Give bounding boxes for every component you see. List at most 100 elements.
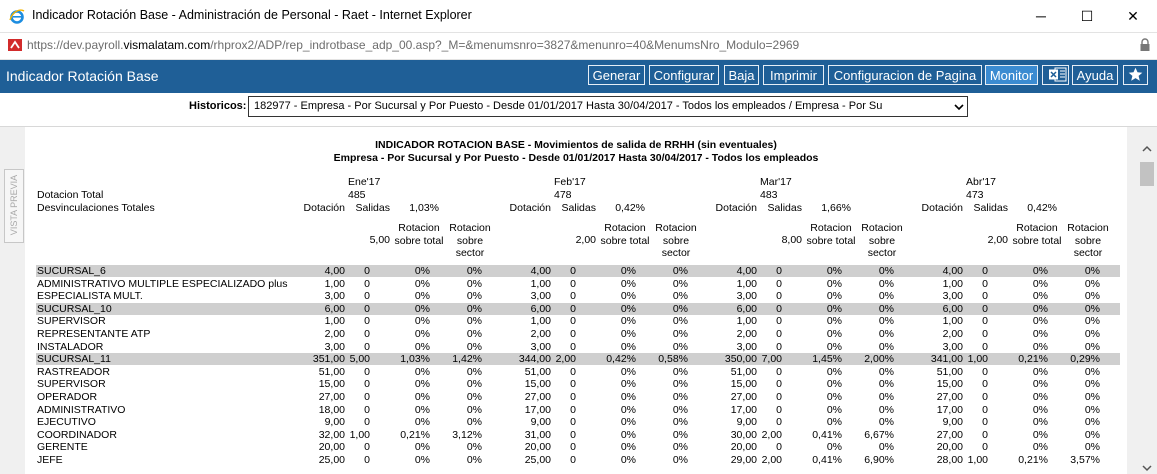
cell-rotacion-total: 0% [826,302,842,315]
cell-rotacion-total: 0% [1032,428,1048,441]
month-desvinculaciones-pct: 1,66% [821,202,851,214]
cell-dotacion: 27,00 [318,391,345,403]
month-name: Feb'17 [554,176,586,188]
vertical-scrollbar[interactable] [1137,127,1157,474]
cell-rotacion-total: 0% [826,328,842,340]
configuracion-pagina-button[interactable]: Configuracion de Pagina [828,65,982,85]
month-dotacion-total: 478 [554,189,572,201]
favorite-button[interactable] [1123,65,1148,85]
cell-rotacion-sector: 0% [672,441,688,454]
cell-dotacion: 1,00 [530,315,551,328]
generar-button[interactable]: Generar [588,65,645,85]
month-salidas-total: 2,00 [987,234,1008,246]
cell-dotacion: 9,00 [530,416,551,429]
ayuda-button[interactable]: Ayuda [1072,65,1118,85]
cell-dotacion: 28,00 [936,454,963,466]
month-name: Mar'17 [760,176,792,188]
cell-dotacion: 30,00 [730,428,757,441]
vista-previa-tab[interactable]: VISTA PREVIA [4,169,24,243]
scroll-up-icon[interactable] [1142,145,1152,153]
cell-dotacion: 18,00 [318,403,345,416]
cell-dotacion: 4,00 [736,265,757,277]
month-desvinculaciones-pct: 1,03% [409,202,439,214]
app-title: Indicador Rotación Base [6,68,159,84]
cell-salidas: 0 [364,441,370,454]
cell-rotacion-sector: 0% [672,302,688,315]
cell-rotacion-sector: 6,67% [864,428,894,441]
excel-export-button[interactable] [1042,65,1069,85]
configurar-button[interactable]: Configurar [649,65,719,85]
col-rotacion-sector-header: Rotacion sobre sector [1067,222,1109,259]
cell-rotacion-total: 0% [1032,416,1048,429]
monitor-button[interactable]: Monitor [985,65,1038,85]
cell-rotacion-total: 0% [414,290,430,303]
baja-button[interactable]: Baja [724,65,759,85]
cell-rotacion-sector: 0% [878,315,894,328]
row-label: ADMINISTRATIVO MULTIPLE ESPECIALIZADO pl… [37,277,288,290]
table-row: INSTALADOR 3,00 0 0% 0% 3,00 0 0% 0% 3,00 0 0% 0% 3,0… [36,341,1120,353]
cell-rotacion-sector: 0% [878,328,894,340]
cell-rotacion-total: 0% [414,328,430,340]
cell-salidas: 0 [776,403,782,416]
cell-rotacion-sector: 0% [878,365,894,378]
cell-dotacion: 51,00 [524,365,551,378]
cell-dotacion: 1,00 [736,315,757,328]
ie-logo-icon [9,9,25,24]
col-rotacion-sector-header: Rotacion sobre sector [449,222,491,259]
cell-salidas: 0 [364,277,370,290]
row-label: SUCURSAL_10 [37,302,112,315]
cell-salidas: 0 [570,454,576,466]
window-title: Indicador Rotación Base - Administración… [32,8,472,22]
cell-salidas: 0 [982,378,988,391]
col-rotacion-total-header: Rotacion sobre total [806,222,856,247]
cell-dotacion: 3,00 [736,290,757,303]
cell-salidas: 0 [776,378,782,391]
imprimir-button[interactable]: Imprimir [763,65,824,85]
cell-salidas: 7,00 [761,353,782,366]
cell-rotacion-sector: 0% [878,302,894,315]
cell-salidas: 0 [776,328,782,340]
cell-rotacion-sector: 0% [878,378,894,391]
cell-dotacion: 3,00 [530,340,551,353]
historicos-select[interactable]: 182977 - Empresa - Por Sucursal y Por Pu… [248,96,968,117]
cell-rotacion-total: 0% [620,265,636,277]
report-sheet: INDICADOR ROTACION BASE - Movimientos de… [25,127,1127,474]
cell-rotacion-total: 0% [1032,315,1048,328]
cell-rotacion-sector: 0% [1084,391,1100,403]
cell-rotacion-sector: 0% [466,378,482,391]
cell-rotacion-sector: 1,42% [452,353,482,366]
url-text[interactable]: https://dev.payroll.vismalatam.com/rhpro… [27,38,799,52]
cell-rotacion-sector: 0% [672,290,688,303]
cell-salidas: 0 [570,302,576,315]
cell-rotacion-sector: 3,57% [1070,454,1100,466]
cell-dotacion: 4,00 [530,265,551,277]
cell-salidas: 0 [570,391,576,403]
cell-rotacion-total: 0% [620,340,636,353]
cell-salidas: 0 [982,428,988,441]
cell-rotacion-total: 0% [1032,403,1048,416]
cell-dotacion: 6,00 [736,302,757,315]
cell-rotacion-sector: 0% [466,340,482,353]
url-host: vismalatam.com [123,38,211,52]
cell-salidas: 1,00 [967,454,988,466]
scrollbar-thumb[interactable] [1140,162,1154,186]
cell-rotacion-sector: 0% [466,454,482,466]
cell-salidas: 0 [982,416,988,429]
close-button[interactable]: ✕ [1127,8,1139,24]
maximize-button[interactable]: ☐ [1080,8,1094,24]
cell-rotacion-sector: 0,29% [1070,353,1100,366]
minimize-button[interactable]: ─ [1036,8,1046,24]
cell-dotacion: 51,00 [730,365,757,378]
table-row: SUCURSAL_11 351,00 5,00 1,03% 1,42% 344,00 2,0… [36,353,1120,366]
cell-salidas: 0 [570,441,576,454]
month-dotacion-total: 485 [348,189,366,201]
url-prefix: https://dev.payroll. [27,38,124,52]
scroll-down-icon[interactable] [1142,464,1152,472]
cell-salidas: 0 [364,315,370,328]
address-bar[interactable]: https://dev.payroll.vismalatam.com/rhpro… [0,32,1157,60]
cell-rotacion-total: 0% [826,416,842,429]
cell-rotacion-sector: 0% [878,277,894,290]
cell-dotacion: 27,00 [524,391,551,403]
cell-dotacion: 51,00 [936,365,963,378]
cell-salidas: 0 [982,340,988,353]
